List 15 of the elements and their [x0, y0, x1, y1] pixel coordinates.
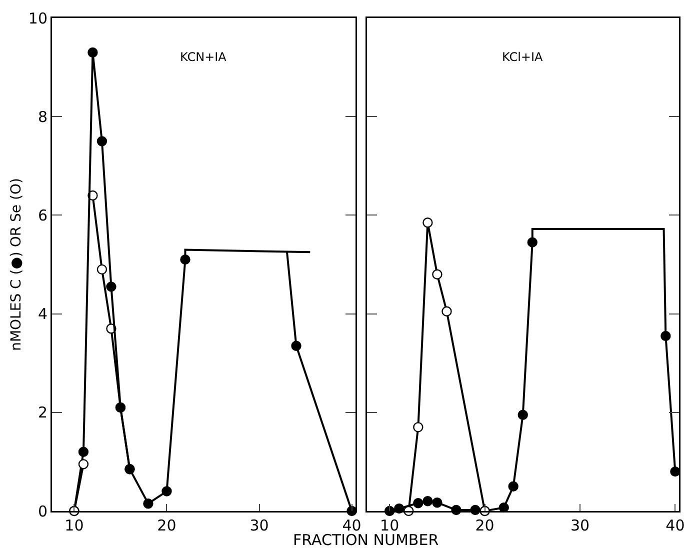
y-tick-label: 6	[38, 206, 48, 224]
x-tick-label: 20	[475, 516, 494, 534]
y-tick-label: 10	[28, 9, 48, 28]
text: KCN+IA	[180, 50, 228, 64]
x-tick-label: 30	[570, 516, 590, 534]
y-tick-label: 4	[38, 305, 48, 324]
x-tick-label: 30	[250, 516, 269, 534]
x-tick-label: 10	[64, 516, 84, 534]
y-tick-label: 0	[38, 502, 48, 520]
text: KCl+IA	[502, 50, 544, 64]
x-tick-label: 40	[666, 516, 685, 534]
y-tick-label: 2	[38, 404, 48, 422]
y-tick-label: 8	[38, 108, 48, 126]
x-tick-label: 20	[157, 516, 176, 534]
y-axis-title: nMOLES C (●) OR Se (O)	[8, 178, 24, 351]
